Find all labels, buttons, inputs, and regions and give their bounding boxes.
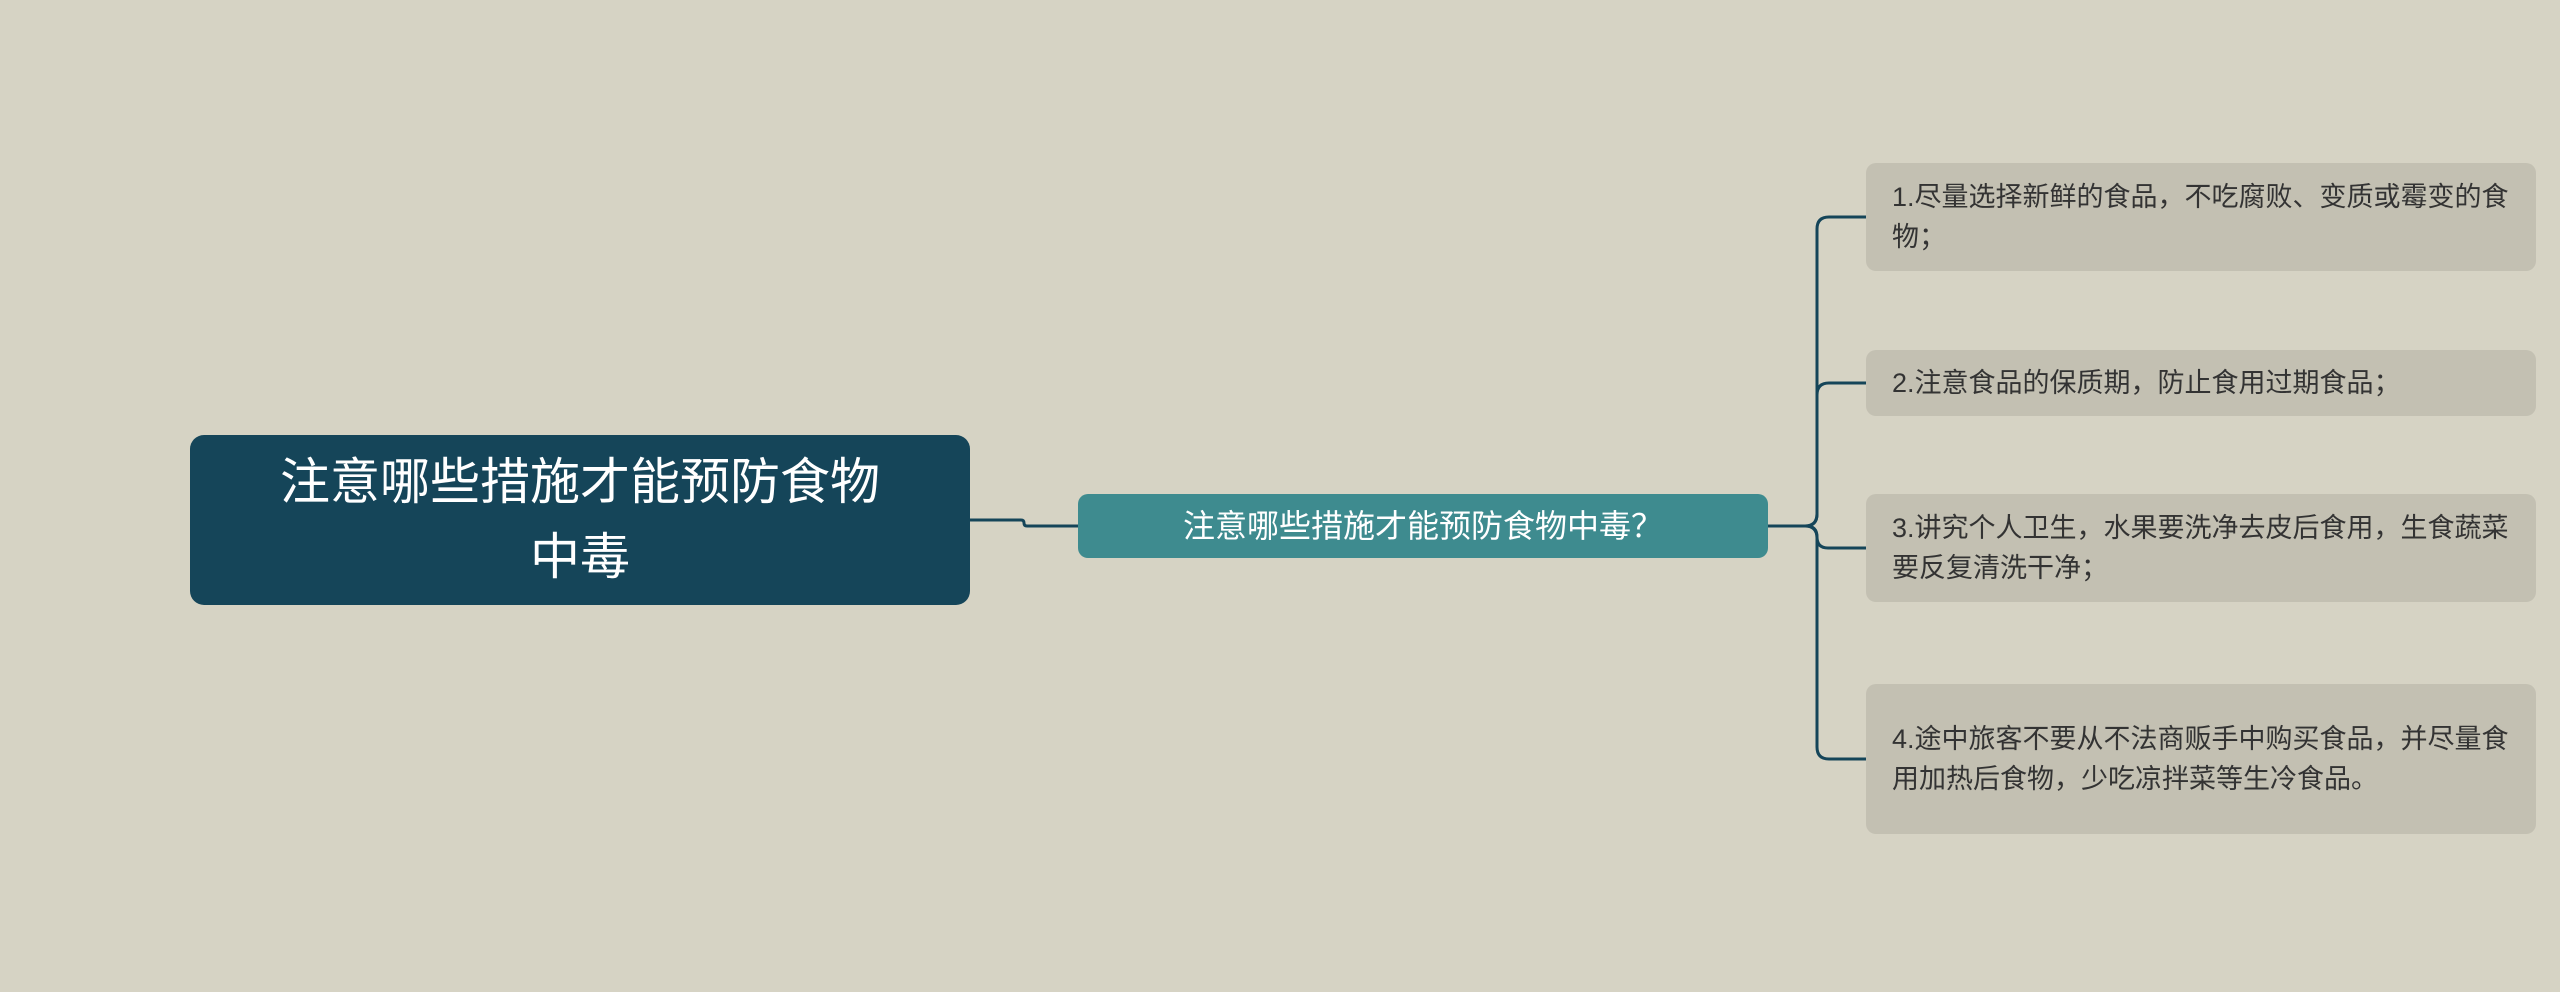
leaf-node-2: 2.注意食品的保质期，防止食用过期食品； <box>1866 350 2536 416</box>
leaf-label: 4.途中旅客不要从不法商贩手中购买食品，并尽量食用加热后食物，少吃凉拌菜等生冷食… <box>1892 719 2510 800</box>
leaf-label: 1.尽量选择新鲜的食品，不吃腐败、变质或霉变的食物； <box>1892 177 2510 258</box>
mindmap-canvas: 注意哪些措施才能预防食物中毒 注意哪些措施才能预防食物中毒？ 1.尽量选择新鲜的… <box>0 0 2560 992</box>
leaf-node-4: 4.途中旅客不要从不法商贩手中购买食品，并尽量食用加热后食物，少吃凉拌菜等生冷食… <box>1866 684 2536 834</box>
leaf-node-1: 1.尽量选择新鲜的食品，不吃腐败、变质或霉变的食物； <box>1866 163 2536 271</box>
mid-node: 注意哪些措施才能预防食物中毒？ <box>1078 494 1768 558</box>
leaf-label: 3.讲究个人卫生，水果要洗净去皮后食用，生食蔬菜要反复清洗干净； <box>1892 508 2510 589</box>
mid-label: 注意哪些措施才能预防食物中毒？ <box>1183 502 1663 550</box>
leaf-label: 2.注意食品的保质期，防止食用过期食品； <box>1892 363 2401 404</box>
root-label: 注意哪些措施才能预防食物中毒 <box>280 445 880 595</box>
root-node: 注意哪些措施才能预防食物中毒 <box>190 435 970 605</box>
leaf-node-3: 3.讲究个人卫生，水果要洗净去皮后食用，生食蔬菜要反复清洗干净； <box>1866 494 2536 602</box>
